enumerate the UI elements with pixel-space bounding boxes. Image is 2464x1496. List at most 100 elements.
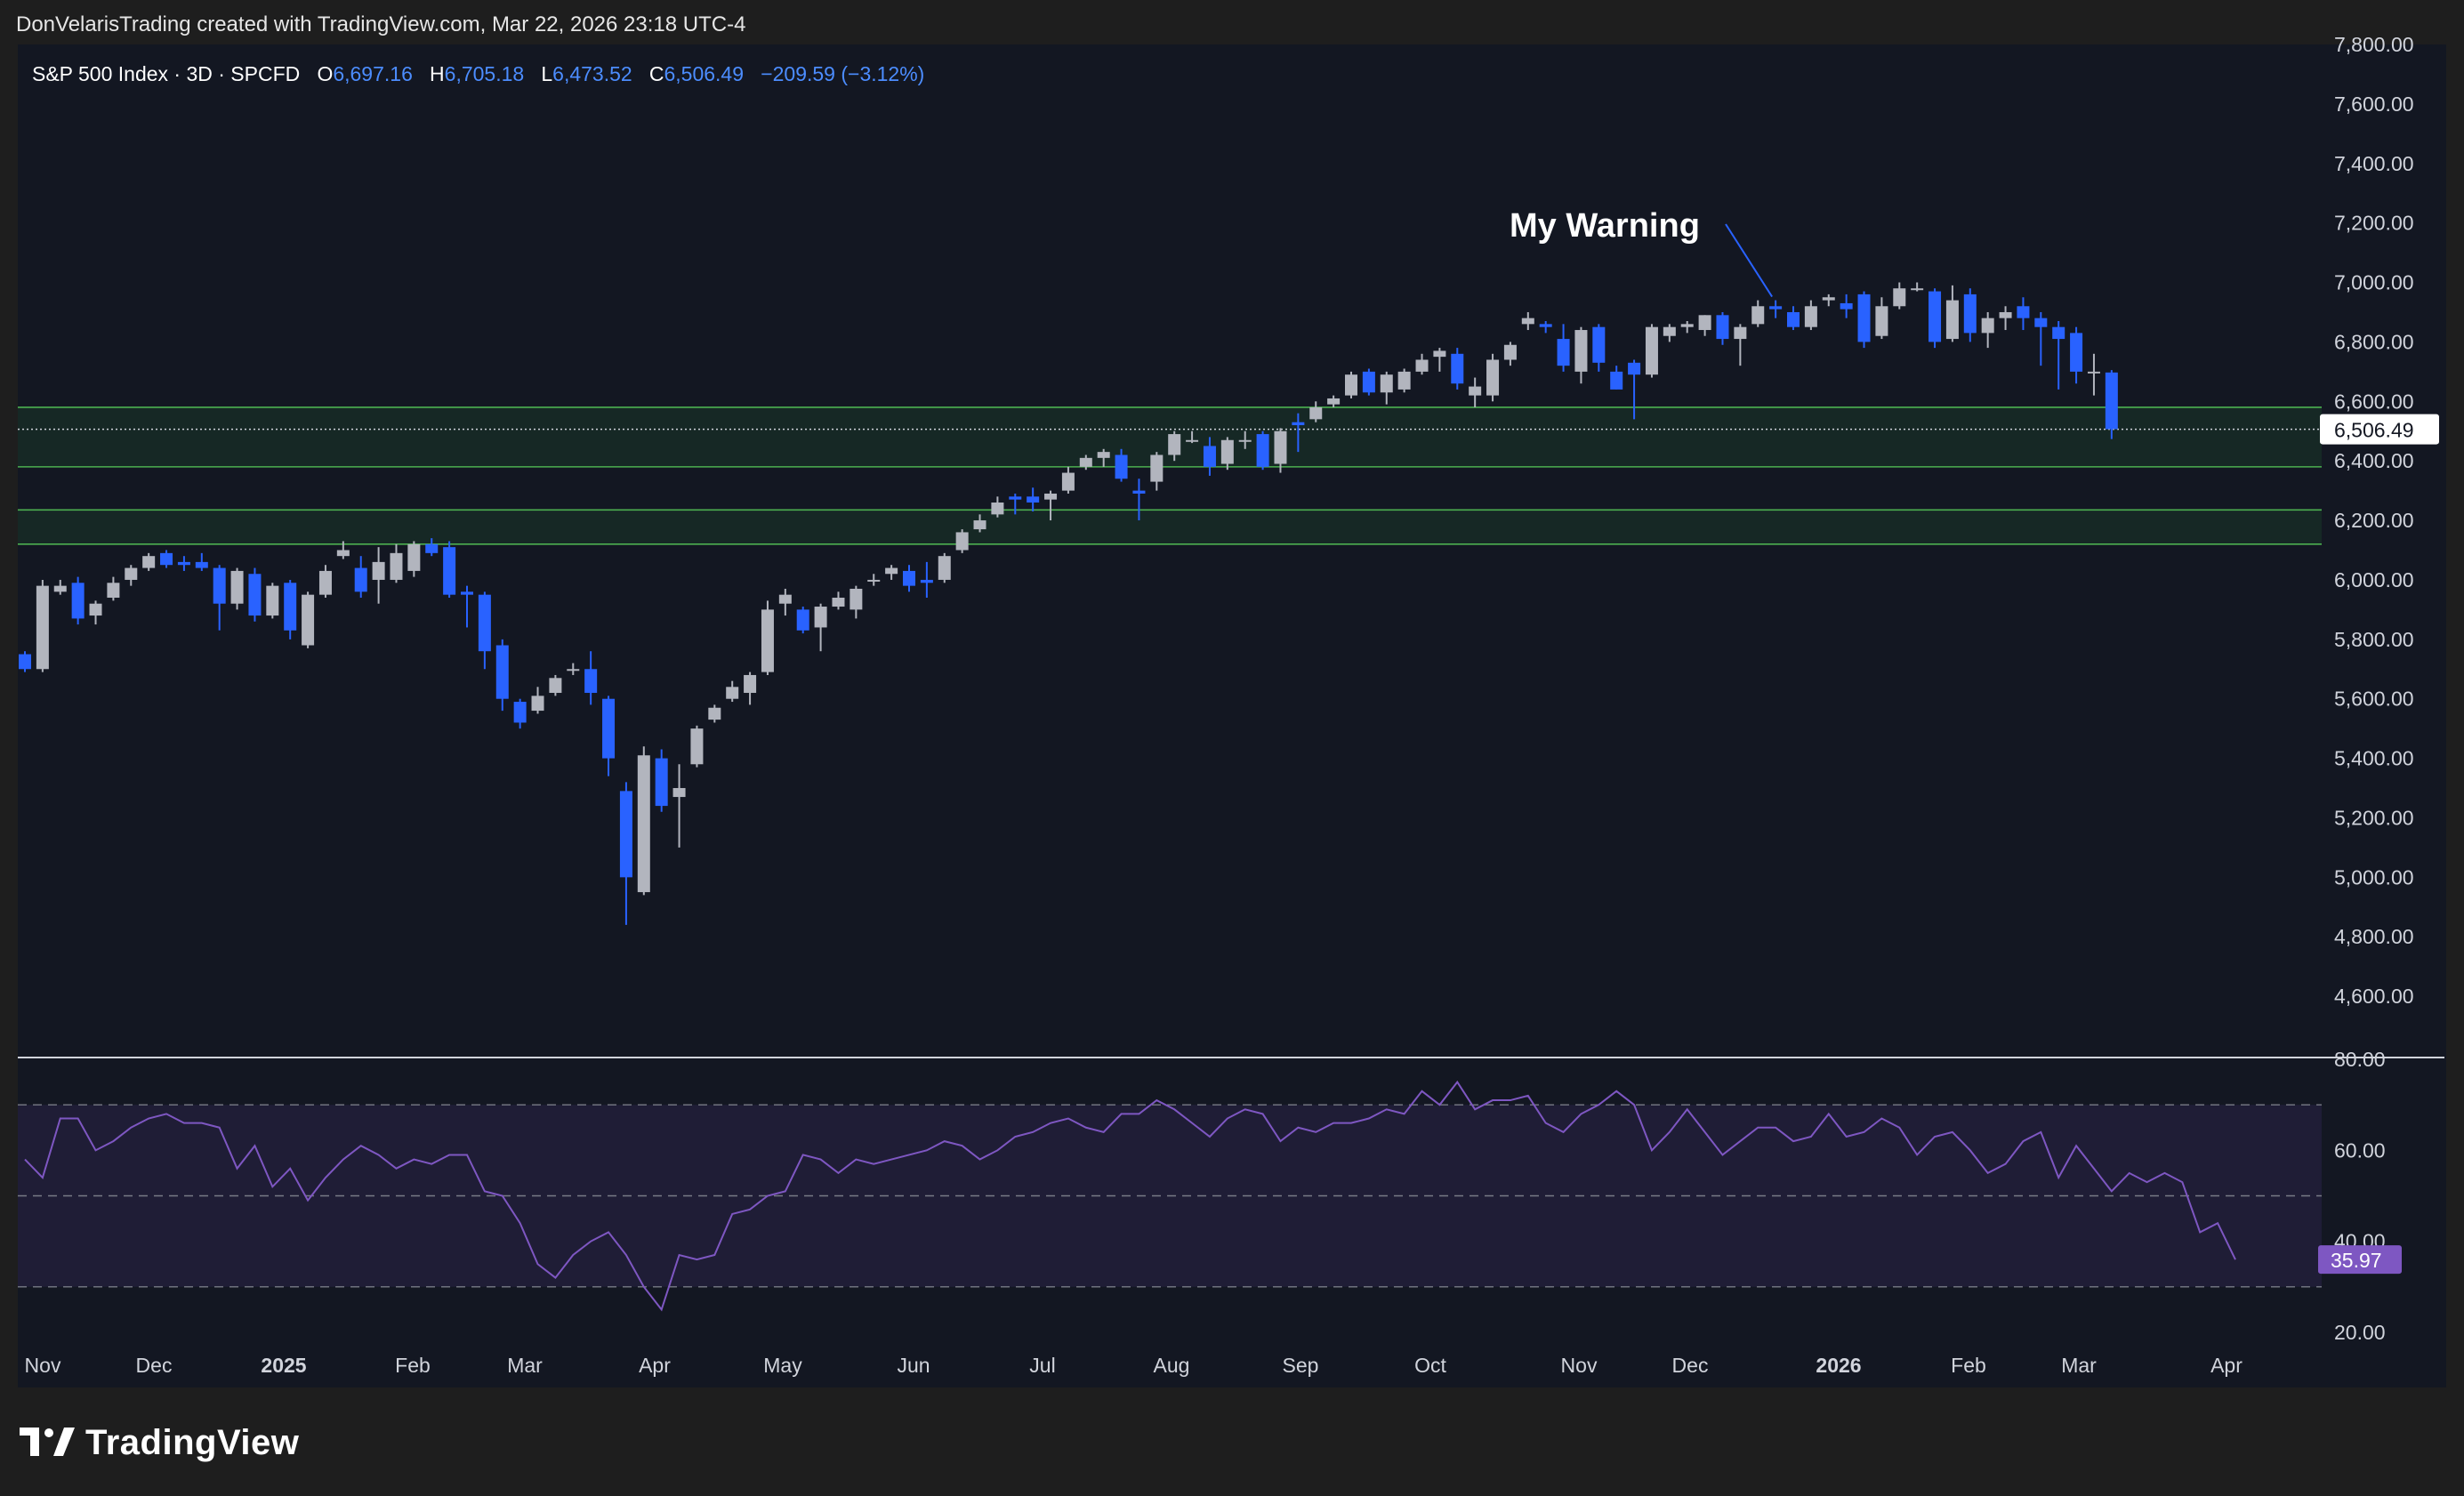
candle-body-23 <box>425 543 439 553</box>
candle-body-21 <box>390 552 403 580</box>
time-tick-label-12: Nov <box>1561 1354 1598 1377</box>
candle-79 <box>1415 353 1429 375</box>
candle-29 <box>531 687 544 714</box>
price-tick-label-9: 6,400.00 <box>2334 449 2414 472</box>
price-tick-label-8: 6,200.00 <box>2334 509 2414 532</box>
candle-68 <box>1220 437 1234 471</box>
candle-116 <box>2070 326 2083 384</box>
candle-body-2 <box>53 585 67 592</box>
candle-body-24 <box>443 547 456 595</box>
candle-body-87 <box>1557 339 1570 366</box>
price-tick-label-14: 7,400.00 <box>2334 152 2414 175</box>
tradingview-logo-icon <box>20 1428 75 1456</box>
candle-body-12 <box>230 570 244 604</box>
candle-15 <box>284 579 297 639</box>
candle-body-102 <box>1822 297 1835 301</box>
candle-24 <box>443 541 456 599</box>
candle-48 <box>867 574 881 586</box>
candle-106 <box>1893 282 1906 310</box>
candle-70 <box>1256 430 1269 471</box>
candle-102 <box>1822 294 1835 307</box>
candle-86 <box>1539 321 1552 334</box>
price-tick-label-1: 4,800.00 <box>2334 925 2414 948</box>
candle-body-29 <box>531 696 544 712</box>
candle-59 <box>1061 466 1075 494</box>
tradingview-logo[interactable]: TradingView <box>20 1420 299 1466</box>
candle-body-26 <box>478 594 491 652</box>
candle-body-60 <box>1079 457 1092 467</box>
candle-64 <box>1150 452 1164 491</box>
candle-body-40 <box>726 687 739 699</box>
candle-body-37 <box>672 788 686 798</box>
candle-101 <box>1804 300 1817 331</box>
candle-body-44 <box>796 609 809 631</box>
candle-103 <box>1840 294 1853 318</box>
time-tick-label-17: Apr <box>2210 1354 2243 1377</box>
candle-115 <box>2052 321 2065 390</box>
price-tick-label-16: 7,800.00 <box>2334 33 2414 56</box>
candle-14 <box>266 583 279 619</box>
candle-body-109 <box>1945 300 1959 340</box>
candle-body-69 <box>1238 439 1252 442</box>
candle-body-68 <box>1220 439 1234 464</box>
candle-body-78 <box>1397 371 1411 390</box>
price-tick-label-4: 5,400.00 <box>2334 747 2414 770</box>
candle-body-55 <box>991 502 1004 515</box>
candle-56 <box>1009 493 1022 515</box>
candle-body-72 <box>1292 422 1305 426</box>
candle-body-35 <box>637 755 650 893</box>
candle-body-45 <box>814 607 827 628</box>
time-tick-label-10: Sep <box>1283 1354 1319 1377</box>
candle-23 <box>425 538 439 557</box>
candle-58 <box>1044 490 1058 521</box>
rsi-pane <box>18 1080 2322 1312</box>
candle-46 <box>832 591 845 610</box>
candle-72 <box>1292 413 1305 453</box>
candle-body-56 <box>1009 496 1022 500</box>
candle-body-105 <box>1875 306 1888 336</box>
candle-body-16 <box>302 594 315 646</box>
candle-body-112 <box>1999 311 2012 318</box>
candle-30 <box>549 674 562 696</box>
candle-49 <box>885 565 898 580</box>
candle-69 <box>1238 430 1252 449</box>
price-tick-label-0: 4,600.00 <box>2334 985 2414 1008</box>
candle-85 <box>1521 311 1534 331</box>
candle-body-66 <box>1186 439 1199 442</box>
candle-body-46 <box>832 598 845 607</box>
annotation-arrow <box>1725 223 1773 298</box>
legend-open-label: O <box>317 62 334 85</box>
time-tick-label-3: Feb <box>395 1354 431 1377</box>
candle-body-71 <box>1274 430 1287 464</box>
candle-body-6 <box>125 567 138 580</box>
candle-53 <box>955 529 969 553</box>
candle-body-33 <box>602 698 616 759</box>
candle-38 <box>690 725 704 768</box>
candle-body-13 <box>248 574 262 616</box>
candle-57 <box>1027 487 1040 512</box>
candle-96 <box>1716 311 1729 345</box>
candle-19 <box>354 556 367 599</box>
candle-90 <box>1610 366 1623 390</box>
candle-body-14 <box>266 585 279 616</box>
tradingview-logo-text: TradingView <box>85 1422 300 1462</box>
candle-body-25 <box>461 591 473 595</box>
legend-low-label: L <box>541 62 553 85</box>
candle-97 <box>1734 324 1747 366</box>
candle-body-11 <box>213 567 226 604</box>
candle-body-59 <box>1061 472 1075 491</box>
price-tick-label-5: 5,600.00 <box>2334 688 2414 711</box>
candle-94 <box>1680 321 1694 334</box>
candle-body-77 <box>1380 374 1393 393</box>
candle-body-74 <box>1327 398 1341 405</box>
legend-close-label: C <box>648 62 664 85</box>
candle-body-62 <box>1115 454 1128 479</box>
candle-5 <box>107 576 120 601</box>
time-tick-label-14: 2026 <box>1816 1354 1861 1377</box>
candle-body-93 <box>1663 326 1676 336</box>
candle-77 <box>1380 371 1393 405</box>
price-tick-label-2: 5,000.00 <box>2334 865 2414 889</box>
candle-78 <box>1397 368 1411 393</box>
